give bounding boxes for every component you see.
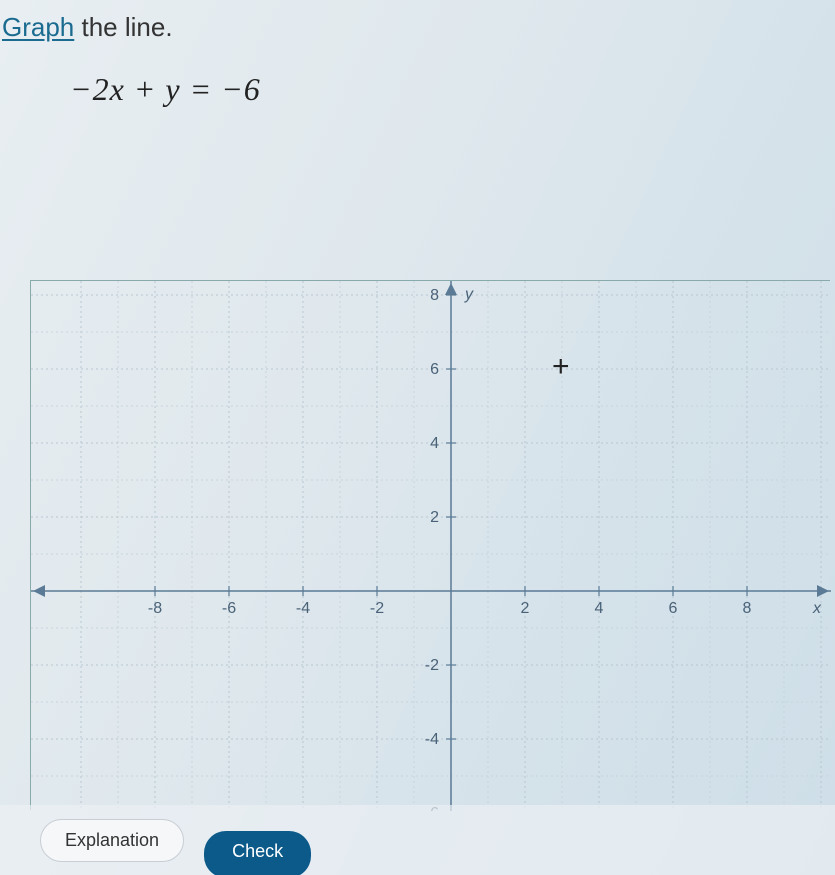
graph-area[interactable]: -8-6-4-224682468-2-4-6yx + bbox=[30, 280, 830, 810]
svg-text:4: 4 bbox=[595, 600, 604, 617]
svg-text:y: y bbox=[464, 286, 474, 303]
svg-text:8: 8 bbox=[743, 600, 752, 617]
equation: −2x + y = −6 bbox=[0, 43, 835, 108]
coordinate-grid[interactable]: -8-6-4-224682468-2-4-6yx bbox=[31, 281, 831, 811]
svg-text:-4: -4 bbox=[425, 731, 439, 748]
svg-text:6: 6 bbox=[669, 600, 678, 617]
svg-text:x: x bbox=[812, 600, 822, 617]
equation-text: −2x + y = −6 bbox=[70, 71, 261, 107]
svg-text:-4: -4 bbox=[296, 600, 310, 617]
svg-text:8: 8 bbox=[430, 287, 439, 304]
svg-text:-8: -8 bbox=[148, 600, 162, 617]
svg-text:-6: -6 bbox=[222, 600, 236, 617]
svg-text:2: 2 bbox=[521, 600, 530, 617]
check-button[interactable]: Check bbox=[204, 831, 311, 875]
svg-text:4: 4 bbox=[430, 435, 439, 452]
svg-text:6: 6 bbox=[430, 361, 439, 378]
svg-text:-2: -2 bbox=[370, 600, 384, 617]
svg-text:2: 2 bbox=[430, 509, 439, 526]
instruction-text: Graph the line. bbox=[0, 12, 835, 43]
action-bar: Explanation Check bbox=[0, 805, 835, 875]
graph-link[interactable]: Graph bbox=[2, 12, 74, 42]
question-header: Graph the line. −2x + y = −6 bbox=[0, 0, 835, 108]
explanation-button[interactable]: Explanation bbox=[40, 819, 184, 862]
svg-text:-2: -2 bbox=[425, 657, 439, 674]
instruction-rest: the line. bbox=[74, 12, 172, 42]
